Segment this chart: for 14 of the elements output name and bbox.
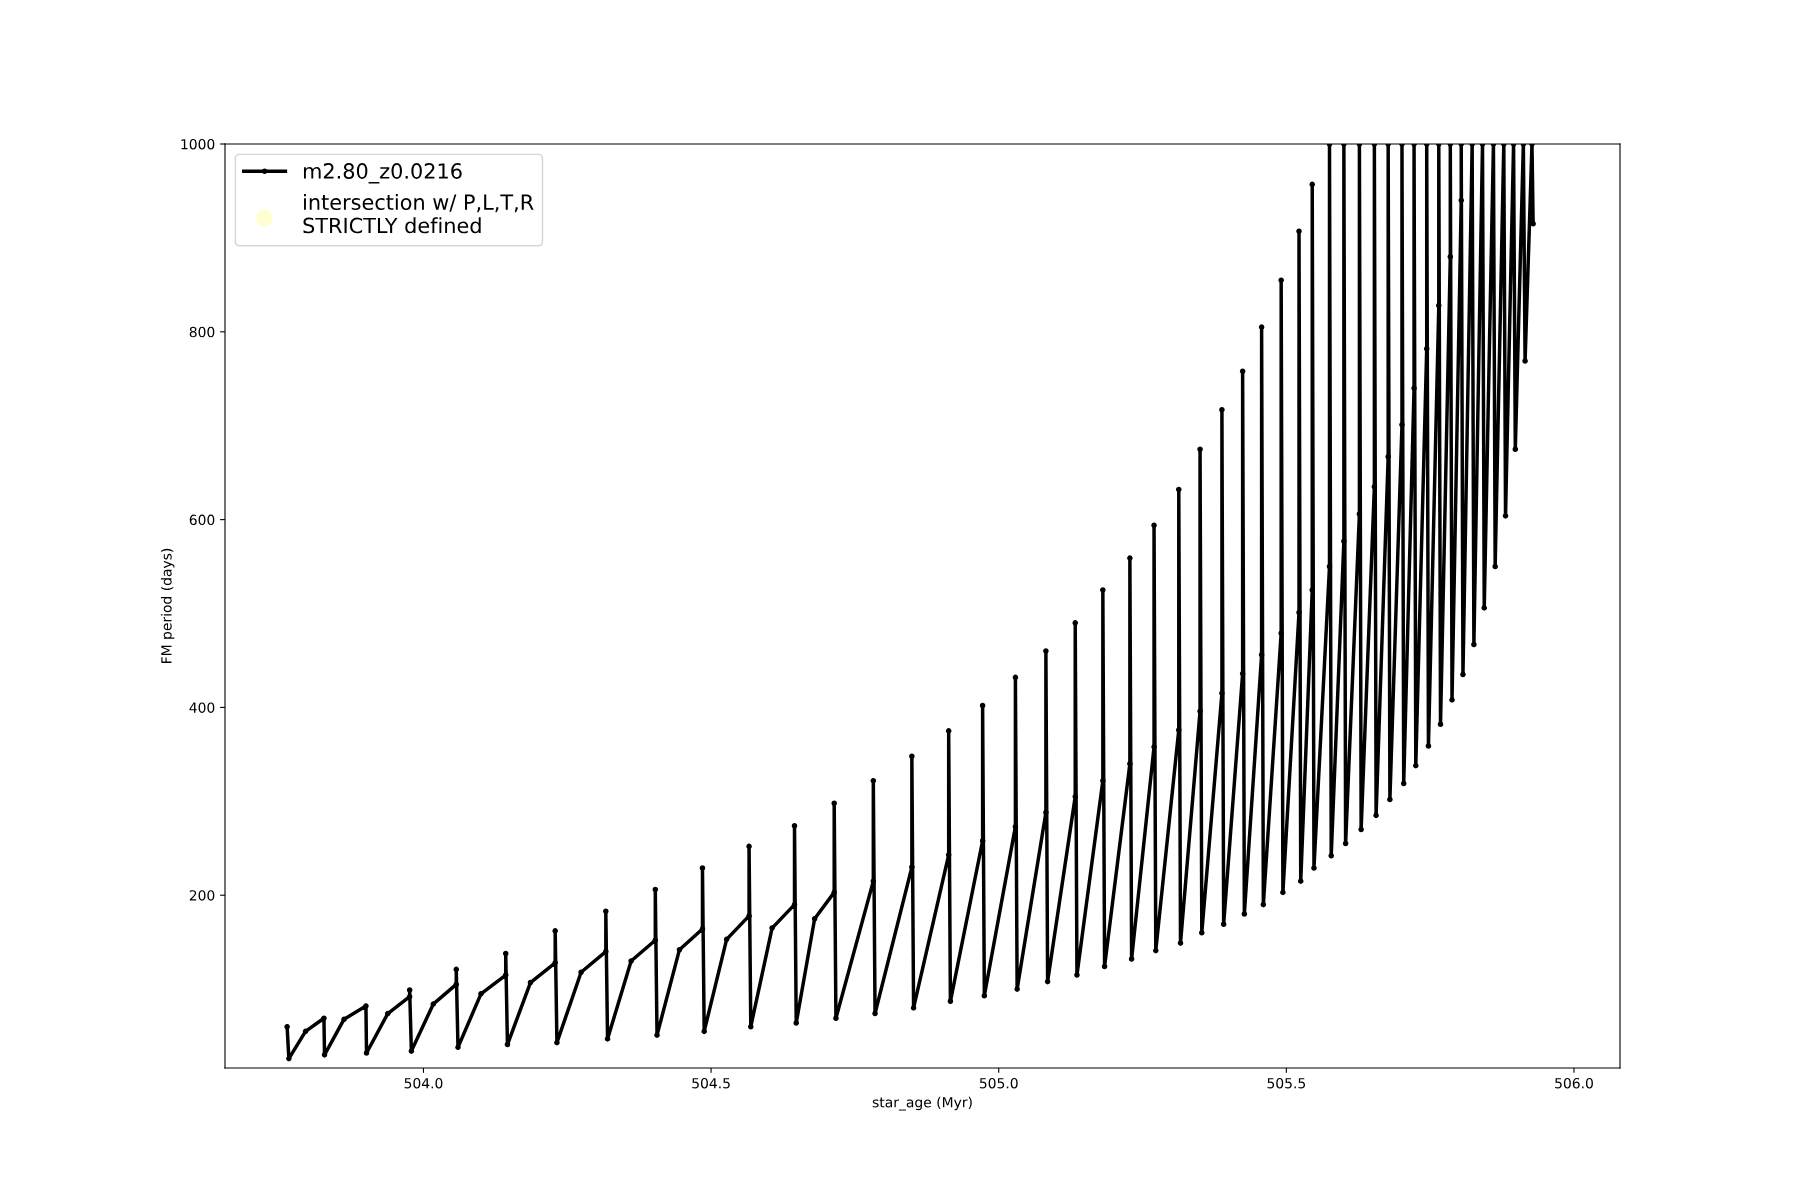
x-tick-label: 504.0: [404, 1077, 443, 1089]
y-axis-title: FM period (days): [160, 548, 175, 663]
y-tick-label: 400: [189, 702, 215, 713]
x-tick-label: 505.5: [1267, 1077, 1306, 1089]
y-tick-label: 1000: [181, 138, 215, 150]
x-axis-title: star_age (Myr): [872, 1096, 972, 1111]
x-tick-label: 506.0: [1555, 1077, 1593, 1089]
y-tick-label: 800: [189, 326, 215, 338]
x-tick-label: 504.5: [692, 1077, 730, 1089]
y-tick-label: 600: [189, 514, 215, 526]
legend-label: m2.80_z0.0216: [303, 163, 462, 184]
y-tick-label: 200: [189, 890, 215, 901]
x-tick-label: 505.0: [979, 1077, 1018, 1089]
legend-label: intersection w/ P,L,T,R STRICTLY defined: [303, 193, 534, 234]
